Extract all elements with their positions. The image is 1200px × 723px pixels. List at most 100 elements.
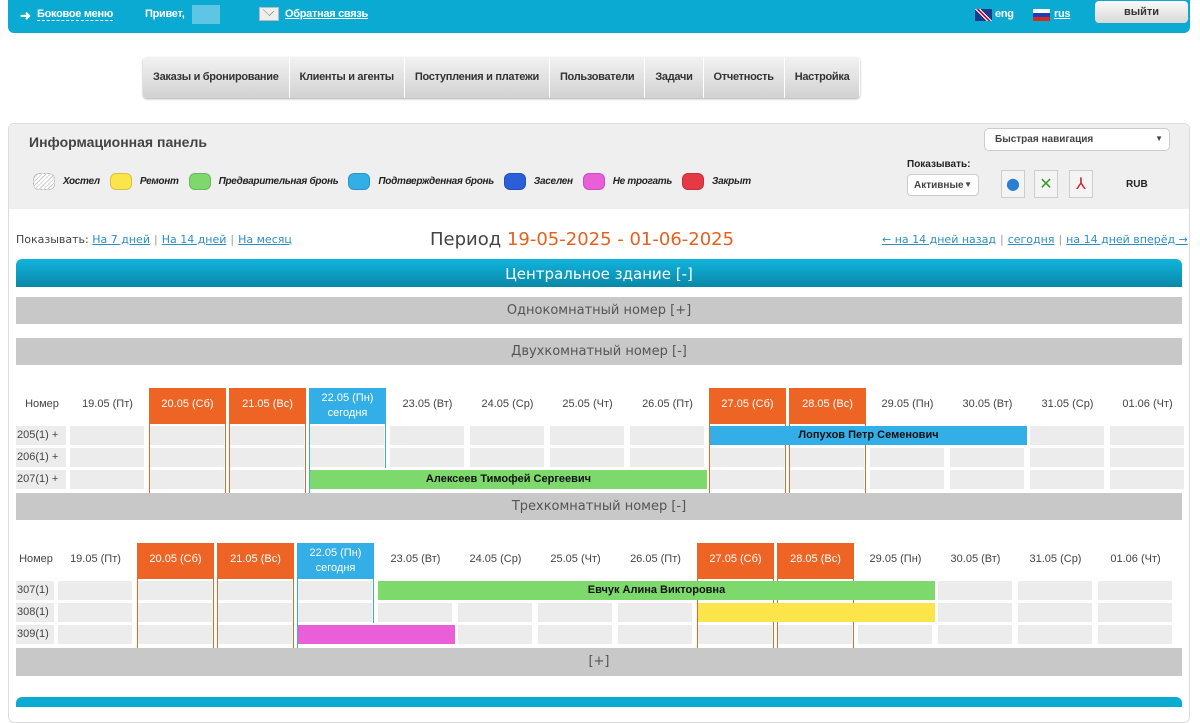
day-cell[interactable] <box>550 426 624 445</box>
room-type-triple[interactable]: Трехкомнатный номер [-] <box>16 493 1182 520</box>
today-link[interactable]: сегодня <box>1007 233 1055 246</box>
day-cell[interactable] <box>1030 470 1104 489</box>
forward-14-days-link[interactable]: на 14 дней вперёд → <box>1066 233 1188 246</box>
logout-button[interactable]: выйти <box>1095 1 1188 23</box>
room-label[interactable]: 206(1) + <box>16 448 66 467</box>
day-cell[interactable] <box>858 625 932 644</box>
month-link[interactable]: На месяц <box>238 233 292 246</box>
day-cell[interactable] <box>710 470 784 489</box>
day-cell[interactable] <box>1110 448 1184 467</box>
menu-reports[interactable]: Отчетность <box>703 57 785 98</box>
day-cell[interactable] <box>310 448 384 467</box>
side-menu-link[interactable]: Боковое меню <box>37 8 113 21</box>
day-cell[interactable] <box>938 581 1012 600</box>
room-label[interactable]: 309(1) <box>16 625 54 644</box>
day-cell[interactable] <box>618 625 692 644</box>
building-header[interactable]: Центральное здание [-] <box>16 259 1182 287</box>
day-cell[interactable] <box>870 470 944 489</box>
ru-flag-icon[interactable] <box>1033 9 1050 21</box>
day-cell[interactable] <box>390 448 464 467</box>
pdf-export-icon[interactable]: ⅄ <box>1069 170 1093 198</box>
day-cell[interactable] <box>790 448 864 467</box>
day-cell[interactable] <box>1110 426 1184 445</box>
day-cell[interactable] <box>1098 603 1172 622</box>
day-cell[interactable] <box>390 426 464 445</box>
day-cell[interactable] <box>138 625 212 644</box>
day-cell[interactable] <box>1098 581 1172 600</box>
menu-tasks[interactable]: Задачи <box>645 57 704 98</box>
day-cell[interactable] <box>150 470 224 489</box>
day-cell[interactable] <box>150 448 224 467</box>
day-cell[interactable] <box>378 603 452 622</box>
day-cell[interactable] <box>298 603 372 622</box>
day-cell[interactable] <box>150 426 224 445</box>
booking-bar[interactable] <box>298 625 455 644</box>
day-cell[interactable] <box>70 426 144 445</box>
day-cell[interactable] <box>458 625 532 644</box>
day-cell[interactable] <box>58 603 132 622</box>
excel-export-icon[interactable]: ✕ <box>1034 170 1058 198</box>
day-cell[interactable] <box>58 581 132 600</box>
day-cell[interactable] <box>698 625 772 644</box>
day-cell[interactable] <box>1030 448 1104 467</box>
14-days-link[interactable]: На 14 дней <box>161 233 227 246</box>
day-cell[interactable] <box>950 470 1024 489</box>
day-cell[interactable] <box>538 625 612 644</box>
day-cell[interactable] <box>618 603 692 622</box>
day-cell[interactable] <box>778 625 852 644</box>
booking-bar[interactable] <box>698 603 935 622</box>
room-label[interactable]: 308(1) <box>16 603 54 622</box>
booking-bar[interactable]: Лопухов Петр Семенович <box>710 426 1027 445</box>
7-days-link[interactable]: На 7 дней <box>92 233 150 246</box>
day-cell[interactable] <box>630 448 704 467</box>
booking-bar[interactable]: Алексеев Тимофей Сергеевич <box>310 470 707 489</box>
day-cell[interactable] <box>710 448 784 467</box>
room-type-double[interactable]: Двухкомнатный номер [-] <box>16 338 1182 365</box>
lang-en[interactable]: eng <box>995 8 1014 20</box>
booking-bar[interactable]: Евчук Алина Викторовна <box>378 581 935 600</box>
day-cell[interactable] <box>70 448 144 467</box>
day-cell[interactable] <box>938 603 1012 622</box>
globe-export-icon[interactable]: ● <box>1001 170 1025 198</box>
day-cell[interactable] <box>1018 581 1092 600</box>
day-cell[interactable] <box>470 426 544 445</box>
day-cell[interactable] <box>1110 470 1184 489</box>
day-cell[interactable] <box>1030 426 1104 445</box>
day-cell[interactable] <box>310 426 384 445</box>
lang-ru[interactable]: rus <box>1054 8 1071 20</box>
room-label[interactable]: 307(1) <box>16 581 54 600</box>
day-cell[interactable] <box>218 581 292 600</box>
day-cell[interactable] <box>138 581 212 600</box>
day-cell[interactable] <box>218 603 292 622</box>
expand-more-button[interactable]: [+] <box>16 648 1182 676</box>
quick-nav-select[interactable]: Быстрая навигация ▼ <box>984 128 1170 151</box>
room-type-single[interactable]: Однокомнатный номер [+] <box>16 297 1182 324</box>
back-14-days-link[interactable]: ← на 14 дней назад <box>882 233 996 246</box>
menu-settings[interactable]: Настройка <box>784 57 861 98</box>
menu-orders[interactable]: Заказы и бронирование <box>143 57 290 98</box>
room-label[interactable]: 207(1) + <box>16 470 66 489</box>
day-cell[interactable] <box>1018 603 1092 622</box>
day-cell[interactable] <box>1098 625 1172 644</box>
day-cell[interactable] <box>218 625 292 644</box>
day-cell[interactable] <box>298 581 372 600</box>
day-cell[interactable] <box>58 625 132 644</box>
day-cell[interactable] <box>950 448 1024 467</box>
day-cell[interactable] <box>870 448 944 467</box>
uk-flag-icon[interactable] <box>975 9 992 21</box>
status-filter-select[interactable]: Активные ▼ <box>907 174 979 196</box>
menu-users[interactable]: Пользователи <box>549 57 646 98</box>
room-label[interactable]: 205(1) + <box>16 426 66 445</box>
day-cell[interactable] <box>470 448 544 467</box>
menu-payments[interactable]: Поступления и платежи <box>404 57 550 98</box>
day-cell[interactable] <box>230 448 304 467</box>
day-cell[interactable] <box>138 603 212 622</box>
day-cell[interactable] <box>230 426 304 445</box>
day-cell[interactable] <box>550 448 624 467</box>
day-cell[interactable] <box>790 470 864 489</box>
day-cell[interactable] <box>230 470 304 489</box>
day-cell[interactable] <box>538 603 612 622</box>
day-cell[interactable] <box>1018 625 1092 644</box>
day-cell[interactable] <box>70 470 144 489</box>
day-cell[interactable] <box>630 426 704 445</box>
